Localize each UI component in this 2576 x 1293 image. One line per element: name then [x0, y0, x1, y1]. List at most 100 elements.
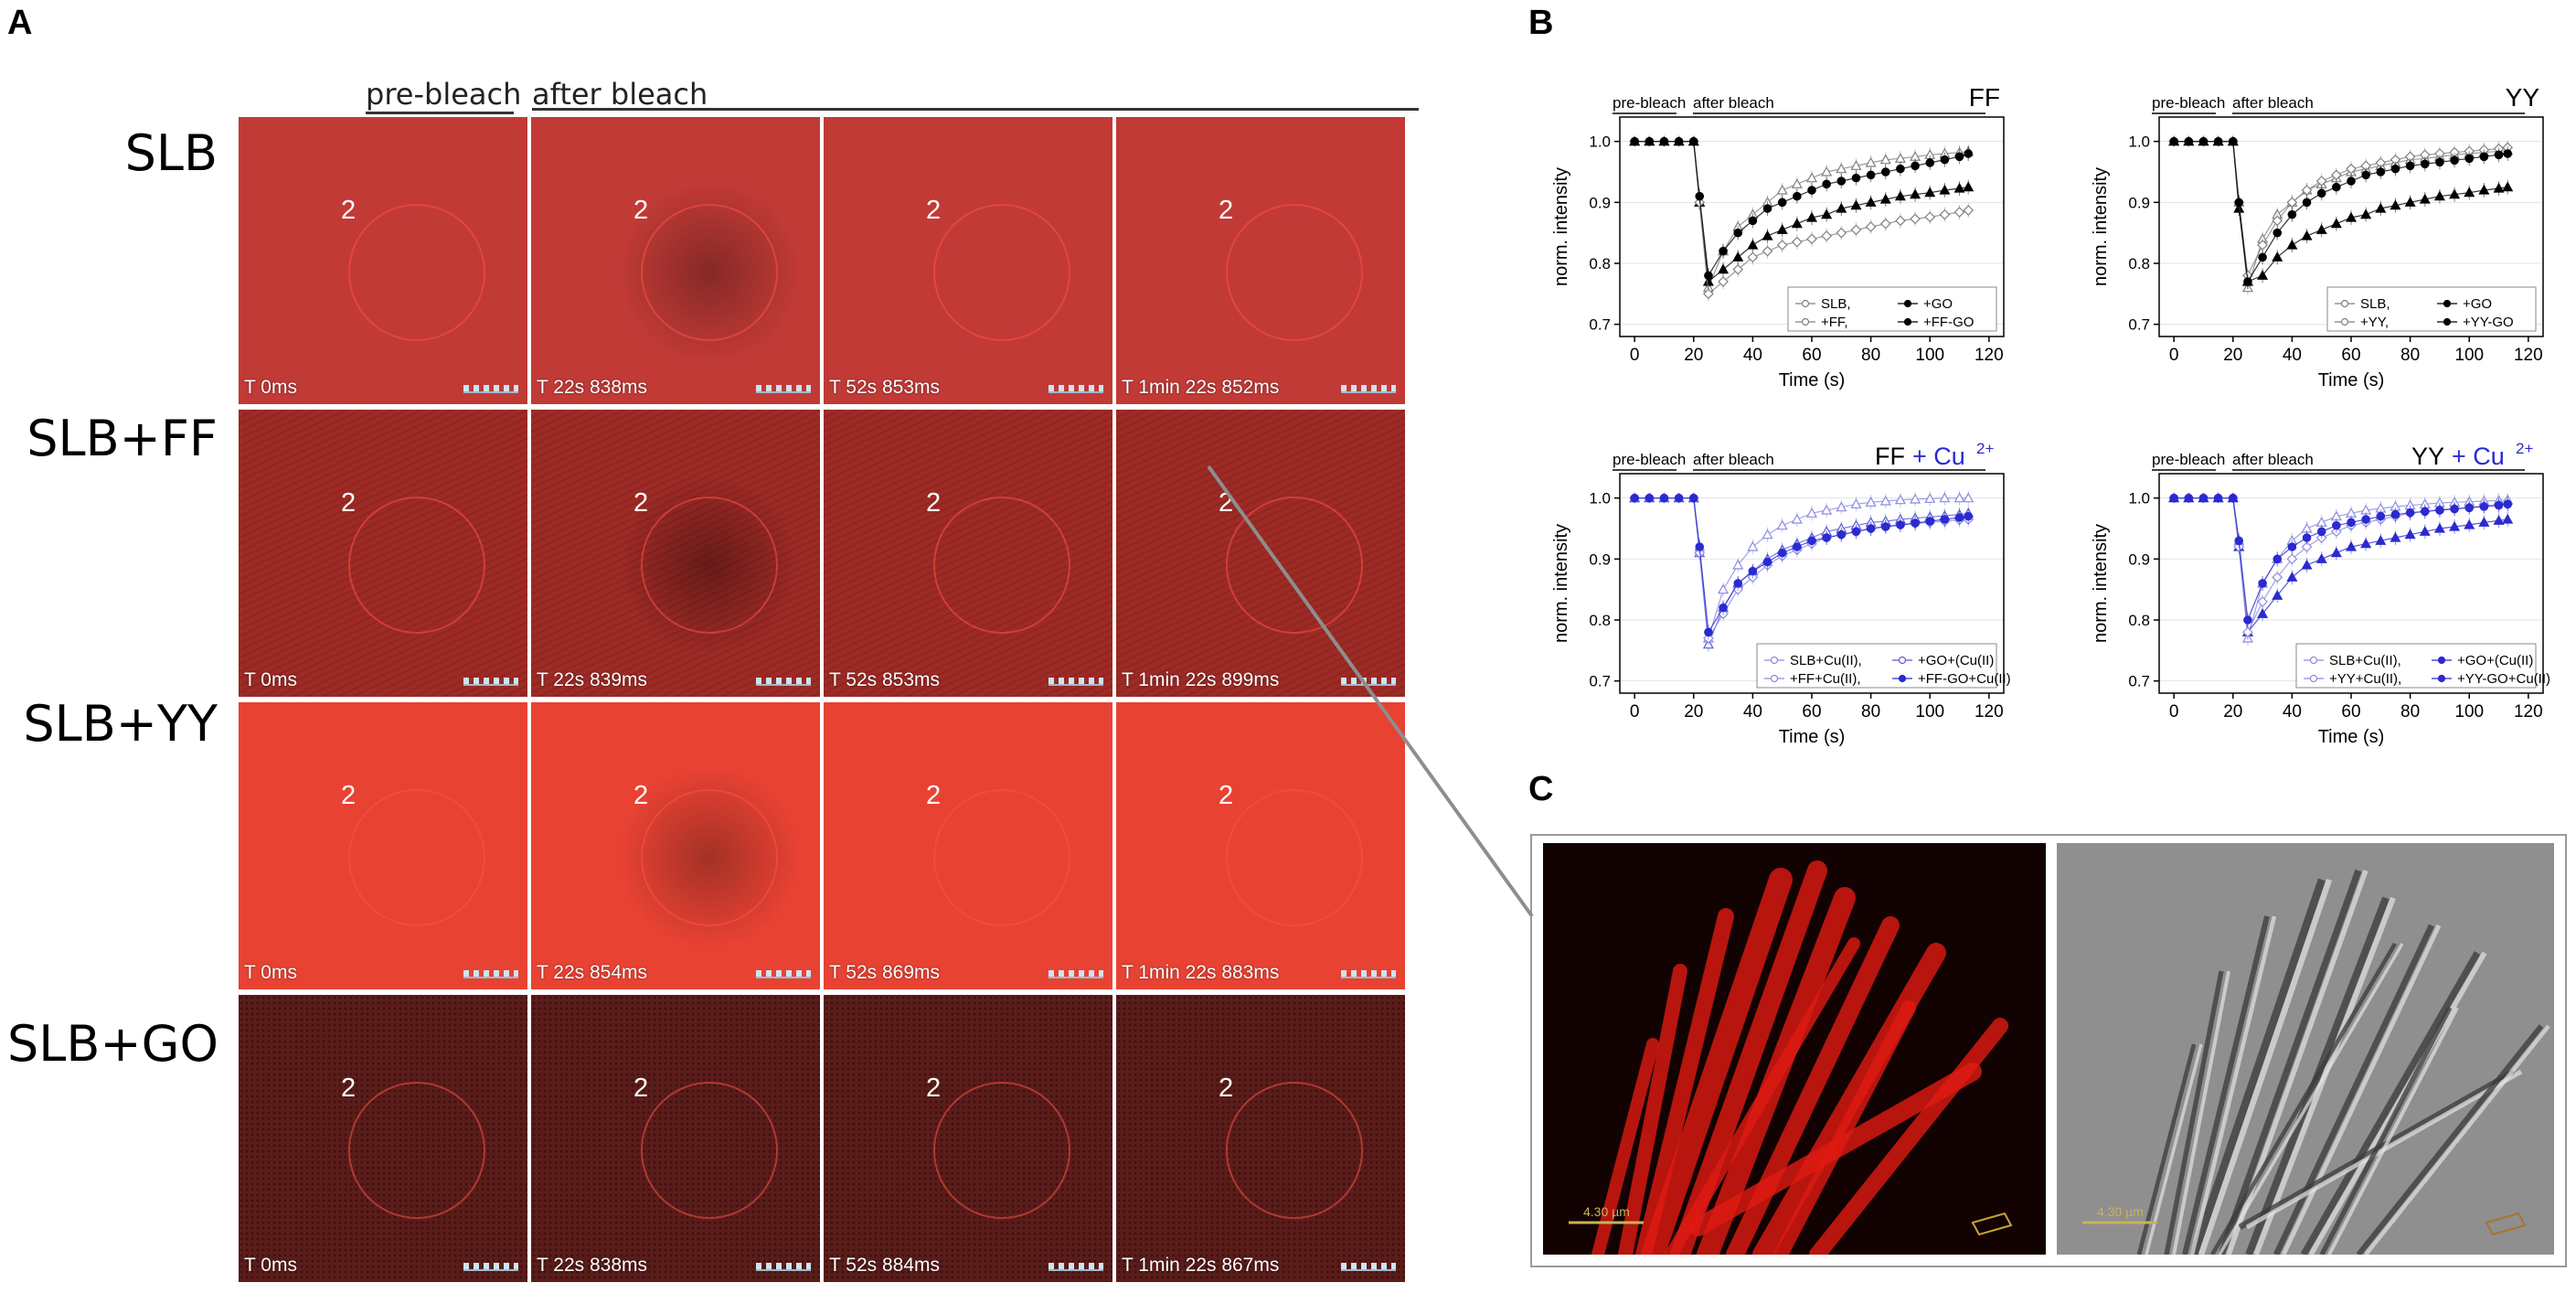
y-tick-label: 0.8	[2128, 255, 2150, 272]
row-label-slb-go: SLB+GO	[7, 1015, 219, 1073]
scale-bar	[463, 1263, 518, 1271]
data-point	[1822, 533, 1831, 542]
data-point	[1791, 178, 1803, 188]
y-tick-label: 0.8	[2128, 612, 2150, 629]
roi-number: 2	[1219, 781, 1234, 810]
x-tick-label: 100	[2454, 702, 2484, 721]
data-point	[2345, 540, 2358, 551]
roi-circle	[933, 204, 1070, 341]
data-point	[2287, 542, 2297, 551]
scale-bar	[756, 678, 811, 686]
data-point	[1953, 182, 1965, 193]
legend-entry: +FF,	[1821, 315, 1848, 330]
data-point	[2169, 136, 2178, 146]
frap-plot-4: 0 20 40 60 80 100 120 0.7 0.8 0.9 1.0 Time (s) norm.…	[2091, 440, 2550, 747]
fiber-edge-dark	[2164, 970, 2224, 1255]
data-point	[2502, 181, 2514, 192]
data-point	[1821, 230, 1833, 241]
legend-entry: +FF-GO	[1923, 315, 1974, 330]
data-point	[1805, 172, 1818, 183]
data-point	[1821, 504, 1833, 515]
data-point	[2433, 190, 2445, 201]
fiber-edge-light	[2281, 924, 2442, 1255]
data-point	[2464, 154, 2475, 164]
x-axis-label: Time (s)	[1779, 727, 1846, 747]
data-point	[1865, 156, 1877, 167]
pre-bleach-label: pre-bleach	[1613, 451, 1686, 468]
data-point	[2464, 518, 2475, 529]
roi-circle	[1226, 497, 1363, 634]
x-axis-label: Time (s)	[2318, 370, 2385, 390]
data-point	[2376, 167, 2386, 176]
x-tick-label: 60	[2341, 702, 2360, 721]
data-point	[1836, 227, 1847, 239]
data-point	[1762, 557, 1772, 567]
data-point	[2258, 579, 2267, 588]
plot-title: YY	[2506, 83, 2540, 112]
scale-bar	[1341, 678, 1396, 686]
fiber-edge-dark	[2209, 942, 2398, 1255]
fiber-bundle	[1618, 964, 1687, 1255]
data-point	[1793, 191, 1802, 201]
x-tick-label: 40	[1743, 346, 1762, 365]
legend-swatch-marker	[2437, 674, 2446, 683]
data-point	[1688, 136, 1698, 146]
data-point	[2405, 508, 2415, 518]
after-bleach-label: after bleach	[1693, 451, 1774, 468]
frap-image-cell: 2 T 22s 838ms	[531, 117, 820, 404]
panel-letter-c: C	[1528, 770, 1554, 808]
frap-image-cell: 2 T 1min 22s 867ms	[1116, 995, 1405, 1282]
data-point	[2478, 184, 2490, 195]
roi-number: 2	[633, 488, 649, 518]
data-point	[2503, 499, 2513, 509]
data-point	[2273, 228, 2283, 238]
y-axis-label: norm. intensity	[1551, 167, 1571, 286]
data-point	[1659, 493, 1669, 503]
data-point	[1776, 224, 1788, 234]
timestamp-label: T 52s 869ms	[829, 962, 941, 983]
x-tick-label: 0	[1630, 346, 1640, 365]
data-point	[1880, 167, 1890, 176]
scale-label-bf: 4.30 µm	[2097, 1204, 2144, 1219]
frap-image-cell: 2 T 0ms	[239, 117, 527, 404]
y-tick-label: 0.9	[2128, 194, 2150, 211]
legend-swatch-marker	[1903, 299, 1912, 308]
data-point	[1964, 149, 1974, 158]
x-tick-label: 60	[1802, 702, 1821, 721]
data-point	[1925, 517, 1935, 526]
series-line	[2174, 497, 2508, 634]
timestamp-label: T 0ms	[244, 962, 297, 983]
legend-box	[1787, 286, 1997, 332]
data-point	[2213, 493, 2223, 503]
legend-box	[2295, 643, 2537, 689]
data-point	[1732, 251, 1744, 262]
x-tick-label: 80	[2400, 346, 2420, 365]
data-point	[1822, 179, 1831, 189]
fiber-edge-dark	[2189, 878, 2326, 1255]
data-point	[1791, 513, 1803, 524]
data-point	[1939, 492, 1951, 503]
data-point	[2257, 608, 2269, 618]
data-point	[1695, 191, 1705, 201]
data-point	[1879, 495, 1891, 506]
timestamp-label: T 52s 853ms	[829, 669, 941, 690]
plot-title-cu: + Cu	[1912, 443, 1965, 470]
row-label-slb: SLB	[124, 124, 218, 182]
data-point	[1963, 181, 1975, 192]
data-point	[2419, 193, 2431, 204]
y-tick-label: 0.9	[2128, 550, 2150, 568]
legend-swatch-marker	[2443, 317, 2452, 326]
data-point	[2433, 522, 2445, 533]
data-point	[2287, 209, 2297, 219]
frap-image-cell: 2 T 0ms	[239, 702, 527, 989]
data-point	[2257, 596, 2268, 607]
legend-swatch-marker	[1898, 674, 1907, 683]
brightfield-fibers	[2136, 869, 2550, 1255]
fluorescence-image: 4.30 µm	[1543, 843, 2046, 1255]
data-point	[2494, 150, 2504, 160]
data-point	[2315, 176, 2327, 187]
data-point	[2450, 155, 2459, 166]
timestamp-label: T 22s 839ms	[537, 669, 648, 690]
data-point	[1954, 513, 1964, 522]
roi-number: 2	[926, 781, 942, 810]
